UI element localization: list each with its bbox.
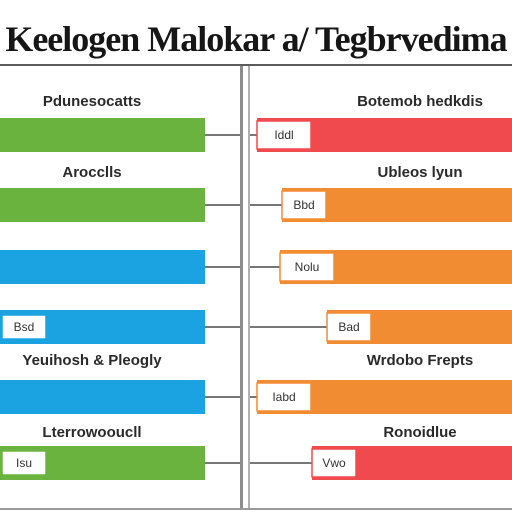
value-tag-box-right-5 <box>256 382 312 412</box>
value-tag-left-6: Isu <box>16 456 32 470</box>
bar-left-1 <box>0 118 205 152</box>
value-tag-box-right-2 <box>281 190 327 220</box>
value-tag-right-3: Nolu <box>295 260 320 274</box>
value-tag-right-4: Bad <box>338 320 359 334</box>
row-label-right-6: Ronoidlue <box>383 424 456 441</box>
row-label-right-5: Wrdobo Frepts <box>367 352 473 369</box>
value-tag-right-6: Vwo <box>322 456 346 470</box>
value-tag-right-1: Iddl <box>274 128 293 142</box>
title-underline <box>0 64 512 66</box>
value-tag-box-right-6 <box>311 448 357 478</box>
value-tag-box-right-3 <box>279 252 335 282</box>
value-tag-right-5: Iabd <box>272 390 295 404</box>
row-label-left-6: Lterrowooucll <box>42 424 141 441</box>
value-tag-box-right-4 <box>326 312 372 342</box>
value-tag-right-2: Bbd <box>293 198 314 212</box>
value-tag-box-left-4 <box>1 314 47 340</box>
row-label-left-5: Yeuihosh & Pleogly <box>22 352 162 369</box>
value-tag-box-left-6 <box>1 450 47 476</box>
bar-left-2 <box>0 188 205 222</box>
bar-left-3 <box>0 250 205 284</box>
value-tag-left-4: Bsd <box>14 320 35 334</box>
row-label-right-1: Botemob hedkdis <box>357 93 483 110</box>
value-tag-box-right-1 <box>256 120 312 150</box>
panel-divider-left <box>240 66 243 508</box>
panel-divider-right <box>248 66 250 508</box>
bar-left-5 <box>0 380 205 414</box>
row-label-left-2: Arocclls <box>62 164 121 181</box>
row-label-left-1: Pdunesocatts <box>43 93 141 110</box>
bottom-rule <box>0 508 512 510</box>
chart-title: Keelogen Malokar a/ Tegbrvedima <box>5 19 507 59</box>
row-label-right-2: Ubleos lyun <box>377 164 462 181</box>
